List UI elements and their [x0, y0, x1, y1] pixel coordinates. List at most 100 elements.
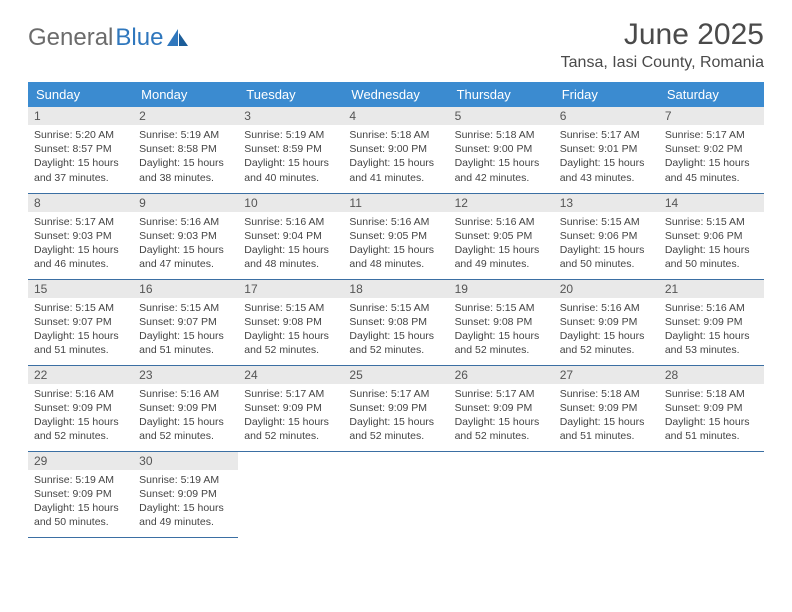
calendar-cell: 12Sunrise: 5:16 AMSunset: 9:05 PMDayligh…: [449, 193, 554, 279]
calendar-cell: 15Sunrise: 5:15 AMSunset: 9:07 PMDayligh…: [28, 279, 133, 365]
weekday-header: Wednesday: [343, 82, 448, 107]
day-number: 15: [28, 280, 133, 298]
calendar-table: SundayMondayTuesdayWednesdayThursdayFrid…: [28, 82, 764, 538]
weekday-header: Tuesday: [238, 82, 343, 107]
day-details: Sunrise: 5:19 AMSunset: 8:58 PMDaylight:…: [133, 125, 238, 189]
calendar-cell: 3Sunrise: 5:19 AMSunset: 8:59 PMDaylight…: [238, 107, 343, 193]
day-number: 3: [238, 107, 343, 125]
calendar-cell: 26Sunrise: 5:17 AMSunset: 9:09 PMDayligh…: [449, 365, 554, 451]
day-details: Sunrise: 5:15 AMSunset: 9:06 PMDaylight:…: [659, 212, 764, 276]
day-number: 10: [238, 194, 343, 212]
day-details: Sunrise: 5:16 AMSunset: 9:05 PMDaylight:…: [449, 212, 554, 276]
day-number: 24: [238, 366, 343, 384]
weekday-header: Friday: [554, 82, 659, 107]
day-number: 8: [28, 194, 133, 212]
day-number: 9: [133, 194, 238, 212]
logo-word2: Blue: [115, 24, 163, 52]
calendar-cell: 18Sunrise: 5:15 AMSunset: 9:08 PMDayligh…: [343, 279, 448, 365]
day-details: Sunrise: 5:19 AMSunset: 8:59 PMDaylight:…: [238, 125, 343, 189]
day-number: 13: [554, 194, 659, 212]
day-number: 16: [133, 280, 238, 298]
day-details: Sunrise: 5:16 AMSunset: 9:09 PMDaylight:…: [28, 384, 133, 448]
calendar-cell: 2Sunrise: 5:19 AMSunset: 8:58 PMDaylight…: [133, 107, 238, 193]
day-number: 27: [554, 366, 659, 384]
calendar-cell: 1Sunrise: 5:20 AMSunset: 8:57 PMDaylight…: [28, 107, 133, 193]
day-details: Sunrise: 5:16 AMSunset: 9:05 PMDaylight:…: [343, 212, 448, 276]
calendar-cell: 23Sunrise: 5:16 AMSunset: 9:09 PMDayligh…: [133, 365, 238, 451]
calendar-cell: 5Sunrise: 5:18 AMSunset: 9:00 PMDaylight…: [449, 107, 554, 193]
calendar-cell: 9Sunrise: 5:16 AMSunset: 9:03 PMDaylight…: [133, 193, 238, 279]
logo-word1: General: [28, 24, 113, 52]
day-number: 6: [554, 107, 659, 125]
day-number: 17: [238, 280, 343, 298]
weekday-header: Sunday: [28, 82, 133, 107]
day-number: 11: [343, 194, 448, 212]
calendar-cell: 8Sunrise: 5:17 AMSunset: 9:03 PMDaylight…: [28, 193, 133, 279]
day-number: 5: [449, 107, 554, 125]
day-number: 25: [343, 366, 448, 384]
day-details: Sunrise: 5:18 AMSunset: 9:00 PMDaylight:…: [343, 125, 448, 189]
day-number: 20: [554, 280, 659, 298]
calendar-cell: 13Sunrise: 5:15 AMSunset: 9:06 PMDayligh…: [554, 193, 659, 279]
logo-sail-icon: [167, 29, 189, 47]
calendar-row: 15Sunrise: 5:15 AMSunset: 9:07 PMDayligh…: [28, 279, 764, 365]
calendar-cell: [238, 451, 343, 537]
day-number: 21: [659, 280, 764, 298]
calendar-cell: 6Sunrise: 5:17 AMSunset: 9:01 PMDaylight…: [554, 107, 659, 193]
page-title: June 2025: [561, 18, 764, 52]
day-number: 30: [133, 452, 238, 470]
day-number: 12: [449, 194, 554, 212]
day-details: Sunrise: 5:17 AMSunset: 9:03 PMDaylight:…: [28, 212, 133, 276]
day-number: 1: [28, 107, 133, 125]
day-details: Sunrise: 5:15 AMSunset: 9:08 PMDaylight:…: [238, 298, 343, 362]
calendar-cell: 22Sunrise: 5:16 AMSunset: 9:09 PMDayligh…: [28, 365, 133, 451]
day-details: Sunrise: 5:16 AMSunset: 9:04 PMDaylight:…: [238, 212, 343, 276]
calendar-cell: 16Sunrise: 5:15 AMSunset: 9:07 PMDayligh…: [133, 279, 238, 365]
weekday-header: Saturday: [659, 82, 764, 107]
day-details: Sunrise: 5:15 AMSunset: 9:08 PMDaylight:…: [449, 298, 554, 362]
day-details: Sunrise: 5:18 AMSunset: 9:09 PMDaylight:…: [554, 384, 659, 448]
day-number: 29: [28, 452, 133, 470]
day-number: 14: [659, 194, 764, 212]
day-details: Sunrise: 5:17 AMSunset: 9:09 PMDaylight:…: [238, 384, 343, 448]
header: GeneralBlue June 2025 Tansa, Iasi County…: [28, 18, 764, 72]
calendar-cell: 11Sunrise: 5:16 AMSunset: 9:05 PMDayligh…: [343, 193, 448, 279]
day-details: Sunrise: 5:15 AMSunset: 9:06 PMDaylight:…: [554, 212, 659, 276]
day-details: Sunrise: 5:17 AMSunset: 9:01 PMDaylight:…: [554, 125, 659, 189]
day-number: 26: [449, 366, 554, 384]
day-details: Sunrise: 5:19 AMSunset: 9:09 PMDaylight:…: [133, 470, 238, 534]
location: Tansa, Iasi County, Romania: [561, 54, 764, 72]
day-number: 23: [133, 366, 238, 384]
calendar-cell: 21Sunrise: 5:16 AMSunset: 9:09 PMDayligh…: [659, 279, 764, 365]
day-details: Sunrise: 5:16 AMSunset: 9:09 PMDaylight:…: [659, 298, 764, 362]
day-number: 18: [343, 280, 448, 298]
weekday-header-row: SundayMondayTuesdayWednesdayThursdayFrid…: [28, 82, 764, 107]
day-details: Sunrise: 5:17 AMSunset: 9:02 PMDaylight:…: [659, 125, 764, 189]
day-number: 4: [343, 107, 448, 125]
day-details: Sunrise: 5:18 AMSunset: 9:09 PMDaylight:…: [659, 384, 764, 448]
day-details: Sunrise: 5:15 AMSunset: 9:07 PMDaylight:…: [28, 298, 133, 362]
day-number: 19: [449, 280, 554, 298]
calendar-cell: [554, 451, 659, 537]
logo: GeneralBlue: [28, 18, 189, 52]
day-details: Sunrise: 5:15 AMSunset: 9:07 PMDaylight:…: [133, 298, 238, 362]
calendar-cell: 17Sunrise: 5:15 AMSunset: 9:08 PMDayligh…: [238, 279, 343, 365]
calendar-row: 1Sunrise: 5:20 AMSunset: 8:57 PMDaylight…: [28, 107, 764, 193]
day-details: Sunrise: 5:17 AMSunset: 9:09 PMDaylight:…: [449, 384, 554, 448]
weekday-header: Monday: [133, 82, 238, 107]
calendar-cell: [659, 451, 764, 537]
calendar-cell: [343, 451, 448, 537]
calendar-cell: 29Sunrise: 5:19 AMSunset: 9:09 PMDayligh…: [28, 451, 133, 537]
weekday-header: Thursday: [449, 82, 554, 107]
calendar-cell: [449, 451, 554, 537]
day-details: Sunrise: 5:20 AMSunset: 8:57 PMDaylight:…: [28, 125, 133, 189]
calendar-cell: 7Sunrise: 5:17 AMSunset: 9:02 PMDaylight…: [659, 107, 764, 193]
day-details: Sunrise: 5:19 AMSunset: 9:09 PMDaylight:…: [28, 470, 133, 534]
day-details: Sunrise: 5:16 AMSunset: 9:03 PMDaylight:…: [133, 212, 238, 276]
calendar-cell: 10Sunrise: 5:16 AMSunset: 9:04 PMDayligh…: [238, 193, 343, 279]
day-number: 2: [133, 107, 238, 125]
day-details: Sunrise: 5:15 AMSunset: 9:08 PMDaylight:…: [343, 298, 448, 362]
calendar-cell: 27Sunrise: 5:18 AMSunset: 9:09 PMDayligh…: [554, 365, 659, 451]
day-number: 28: [659, 366, 764, 384]
calendar-cell: 28Sunrise: 5:18 AMSunset: 9:09 PMDayligh…: [659, 365, 764, 451]
